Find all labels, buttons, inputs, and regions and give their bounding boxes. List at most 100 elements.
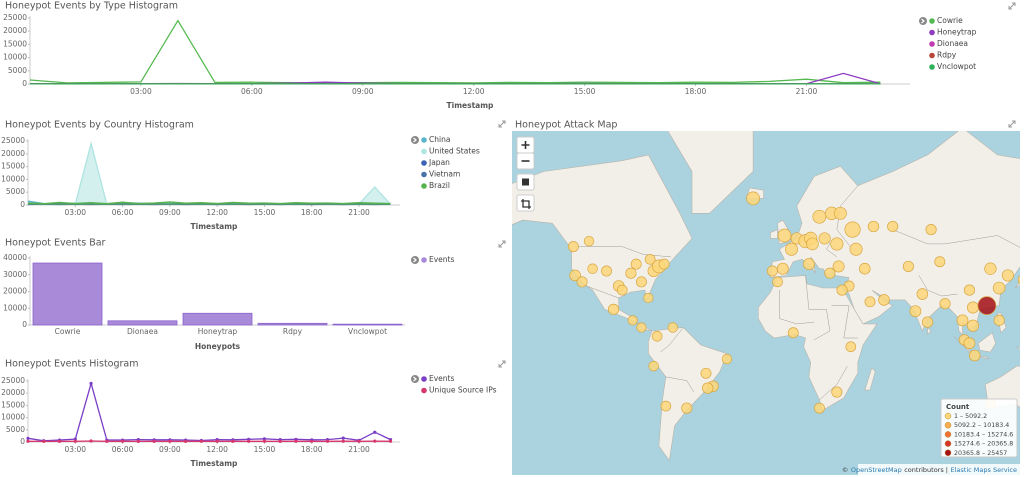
map-bubble[interactable] bbox=[766, 265, 778, 277]
map-bubble[interactable] bbox=[916, 288, 929, 300]
map-bubble[interactable] bbox=[660, 400, 672, 412]
legend-label[interactable]: Events bbox=[429, 374, 454, 383]
map-bubble[interactable] bbox=[1017, 274, 1024, 285]
map-bubble[interactable] bbox=[925, 224, 937, 236]
legend-label[interactable]: Events bbox=[429, 255, 454, 264]
legend-label[interactable]: Rdpy bbox=[937, 51, 957, 60]
map-bubble[interactable] bbox=[831, 386, 843, 398]
map-bubble[interactable] bbox=[864, 296, 876, 308]
map-bubble[interactable] bbox=[963, 337, 976, 350]
map-bubble[interactable] bbox=[909, 305, 922, 318]
map-bubble[interactable] bbox=[625, 267, 637, 279]
map-bubble[interactable] bbox=[859, 262, 871, 275]
expand-icon[interactable] bbox=[498, 120, 506, 128]
map-bubble[interactable] bbox=[636, 322, 647, 333]
map-bubble[interactable] bbox=[702, 382, 714, 394]
map-bubble[interactable] bbox=[569, 269, 581, 282]
legend-label[interactable]: Unique Source IPs bbox=[429, 386, 497, 395]
map-bubble[interactable] bbox=[993, 314, 1005, 326]
legend-toggle[interactable] bbox=[411, 136, 419, 144]
map-bubble[interactable] bbox=[830, 237, 844, 251]
legend-label[interactable]: Dionaea bbox=[937, 39, 968, 48]
map-bubble[interactable] bbox=[963, 284, 976, 296]
map-bubble[interactable] bbox=[984, 262, 997, 275]
legend-toggle[interactable] bbox=[919, 17, 927, 25]
legend-label[interactable]: Cowrie bbox=[937, 16, 963, 25]
map-bubble[interactable] bbox=[802, 258, 815, 271]
map-bubble[interactable] bbox=[833, 206, 847, 220]
map-bubble[interactable] bbox=[939, 298, 951, 310]
map-bubble[interactable] bbox=[787, 327, 799, 339]
crop-button[interactable] bbox=[516, 194, 535, 212]
map-bubble[interactable] bbox=[968, 349, 981, 362]
map-bubble[interactable] bbox=[772, 276, 783, 288]
legend-label[interactable]: China bbox=[429, 135, 450, 144]
map-bubble[interactable] bbox=[878, 294, 890, 306]
map-bubble[interactable] bbox=[651, 330, 663, 342]
legend-label[interactable]: United States bbox=[429, 147, 480, 156]
map-bubble[interactable] bbox=[921, 316, 934, 328]
map-bubble[interactable] bbox=[700, 367, 712, 379]
map-bubble[interactable] bbox=[777, 228, 792, 243]
expand-icon[interactable] bbox=[498, 360, 506, 368]
series-line bbox=[27, 380, 391, 442]
map-bubble[interactable] bbox=[887, 220, 899, 233]
legend-label[interactable]: Honeytrap bbox=[937, 28, 977, 37]
map-bubble[interactable] bbox=[813, 402, 825, 414]
map-bubble[interactable] bbox=[845, 341, 857, 353]
map-bubble[interactable] bbox=[721, 353, 733, 365]
legend-toggle[interactable] bbox=[411, 375, 419, 383]
map-bubble[interactable] bbox=[992, 281, 1006, 295]
map-bubble[interactable] bbox=[832, 260, 845, 273]
map-bubble[interactable] bbox=[601, 265, 612, 277]
attribution-link2[interactable]: Elastic Maps Service bbox=[951, 466, 1017, 474]
map-bubble[interactable] bbox=[956, 314, 969, 327]
map-bubble[interactable] bbox=[966, 319, 980, 332]
expand-icon[interactable] bbox=[498, 240, 506, 248]
map-bubble[interactable] bbox=[1001, 269, 1014, 282]
map-bubble[interactable] bbox=[824, 267, 836, 279]
map-bubble[interactable] bbox=[746, 191, 760, 206]
map-bubble[interactable] bbox=[902, 260, 914, 272]
map-bubble[interactable] bbox=[681, 402, 693, 414]
legend-label[interactable]: Vnclowpot bbox=[937, 62, 976, 71]
legend-label[interactable]: Japan bbox=[428, 158, 450, 167]
map-bubble[interactable] bbox=[630, 258, 642, 270]
map-bubble[interactable] bbox=[977, 296, 997, 315]
map-bubble[interactable] bbox=[567, 241, 579, 253]
map-bubble[interactable] bbox=[576, 276, 588, 288]
map-bubble[interactable] bbox=[627, 315, 638, 326]
legend-label[interactable]: Brazil bbox=[429, 181, 450, 190]
map-bubble[interactable] bbox=[648, 360, 659, 372]
expand-icon[interactable] bbox=[1008, 120, 1016, 128]
map-bubble[interactable] bbox=[849, 242, 863, 256]
map-bubble[interactable] bbox=[812, 209, 827, 224]
map-bubble[interactable] bbox=[643, 292, 654, 304]
map-bubble[interactable] bbox=[818, 232, 831, 245]
legend-label[interactable]: Vietnam bbox=[429, 170, 460, 179]
map[interactable] bbox=[495, 79, 1024, 475]
map-bubble[interactable] bbox=[616, 284, 628, 296]
expand-icon[interactable] bbox=[1008, 2, 1016, 10]
map-bubble[interactable] bbox=[658, 258, 670, 270]
x-tick-label: Honeytrap bbox=[198, 327, 238, 336]
attribution-link1[interactable]: OpenStreetMap bbox=[851, 466, 902, 474]
map-bubble[interactable] bbox=[785, 242, 798, 256]
map-bubble[interactable] bbox=[806, 237, 819, 251]
map-bubble[interactable] bbox=[607, 303, 620, 315]
map-bubble[interactable] bbox=[776, 262, 789, 275]
map-bubble[interactable] bbox=[966, 301, 979, 314]
map-bubble[interactable] bbox=[583, 235, 595, 247]
map-bubble[interactable] bbox=[635, 276, 647, 288]
map-bubble[interactable] bbox=[844, 221, 861, 238]
landmass bbox=[927, 326, 932, 336]
map-bubble[interactable] bbox=[644, 253, 656, 265]
map-bubble[interactable] bbox=[934, 256, 946, 268]
map-bubble[interactable] bbox=[667, 322, 679, 333]
map-bubble[interactable] bbox=[587, 263, 598, 274]
x-tick-label: 21:00 bbox=[796, 87, 818, 96]
legend-toggle[interactable] bbox=[411, 256, 419, 264]
map-bubble[interactable] bbox=[867, 220, 880, 233]
map-bubble[interactable] bbox=[836, 284, 848, 296]
attribution-prefix: © bbox=[842, 466, 849, 474]
